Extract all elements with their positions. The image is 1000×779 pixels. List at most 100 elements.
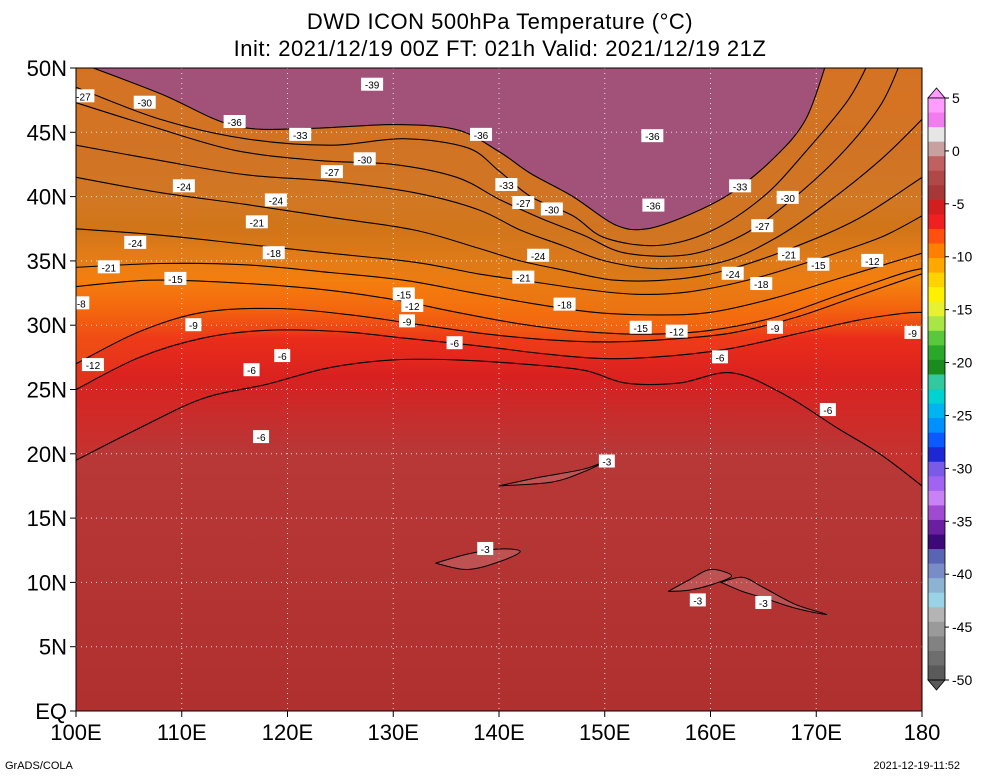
- lon-tick-label: 160E: [685, 720, 736, 745]
- colorbar-band: [928, 330, 945, 346]
- contour-label: -24: [721, 266, 744, 281]
- map-subtitle: Init: 2021/12/19 00Z FT: 021h Valid: 202…: [233, 36, 767, 61]
- colorbar-band: [928, 389, 945, 405]
- colorbar-band: [928, 403, 945, 419]
- contour-label: -9: [185, 318, 202, 332]
- svg-text:-24: -24: [128, 239, 143, 250]
- svg-text:-36: -36: [474, 131, 489, 142]
- isotherm-contour-minus3: [435, 548, 521, 571]
- contour-label: -12: [401, 298, 424, 313]
- svg-text:-12: -12: [405, 302, 420, 313]
- contour-label: -3: [689, 593, 706, 607]
- colorbar-band: [928, 549, 945, 565]
- colorbar-frame: [927, 97, 946, 681]
- colorbar-tick-label: -45: [952, 619, 972, 635]
- lon-tick-label: 130E: [368, 720, 419, 745]
- svg-text:-33: -33: [293, 131, 308, 142]
- isotherm-line: [76, 119, 922, 270]
- svg-text:-15: -15: [168, 275, 183, 286]
- svg-text:-36: -36: [646, 202, 661, 213]
- svg-text:-6: -6: [257, 433, 266, 444]
- colorbar-band: [928, 141, 945, 157]
- svg-text:-21: -21: [102, 263, 117, 274]
- contour-label: -18: [750, 277, 773, 291]
- colorbar-tick-label: 0: [952, 143, 960, 159]
- svg-text:-6: -6: [247, 366, 256, 377]
- contour-label: -15: [392, 287, 415, 301]
- svg-text:-8: -8: [77, 299, 86, 310]
- colorbar-tick-label: -20: [952, 355, 972, 371]
- colorbar-band: [928, 505, 945, 521]
- isotherm-line: [76, 268, 922, 335]
- svg-text:-21: -21: [250, 218, 265, 229]
- lon-tick-label: 100E: [50, 720, 101, 745]
- colorbar-band: [928, 592, 945, 608]
- isotherm-line: [76, 311, 922, 390]
- colorbar-top-arrow: [927, 87, 946, 99]
- colorbar-band: [928, 447, 945, 463]
- lon-tick-label: 150E: [579, 720, 630, 745]
- contour-label: -6: [819, 403, 836, 417]
- contour-label: -27: [751, 219, 774, 233]
- colorbar-band: [928, 112, 945, 128]
- svg-text:-6: -6: [716, 353, 725, 364]
- contour-label: -27: [76, 89, 95, 103]
- contour-label: -12: [861, 253, 884, 268]
- svg-text:-6: -6: [823, 406, 832, 417]
- lon-tick-label: 180: [904, 720, 941, 745]
- lat-tick-label: 15N: [27, 506, 67, 531]
- colorbar-band: [928, 272, 945, 288]
- contour-label: -36: [641, 129, 664, 143]
- contour-label: -27: [512, 196, 535, 210]
- lat-tick-label: 40N: [27, 185, 67, 210]
- svg-text:-6: -6: [450, 339, 459, 350]
- contour-label: -3: [477, 541, 494, 556]
- colorbar-band: [928, 258, 945, 274]
- colorbar-band: [928, 665, 945, 681]
- colorbar-band: [928, 621, 945, 637]
- colorbar-band: [928, 185, 945, 201]
- colorbar-band: [928, 476, 945, 492]
- contour-label: -6: [243, 363, 260, 377]
- contour-label: -30: [776, 190, 799, 205]
- svg-text:-12: -12: [865, 257, 880, 268]
- svg-text:-3: -3: [602, 458, 611, 469]
- colorbar-tick-label: -50: [952, 672, 972, 688]
- contour-label: -3: [755, 595, 772, 610]
- footer-timestamp: 2021-12-19-11:52: [873, 760, 960, 772]
- colorbar-band: [928, 432, 945, 448]
- contour-label: -6: [446, 336, 463, 350]
- lon-tick-label: 110E: [157, 720, 207, 745]
- svg-text:-21: -21: [782, 250, 797, 261]
- contour-label: -18: [262, 246, 285, 260]
- isotherm-line: [76, 252, 922, 316]
- lon-tick-label: 140E: [473, 720, 524, 745]
- isotherm-line: [76, 358, 922, 487]
- contour-label: -15: [807, 257, 830, 272]
- contour-label: -9: [767, 320, 784, 335]
- contour-label: -33: [495, 178, 518, 192]
- contour-label: -6: [253, 430, 270, 444]
- svg-text:-21: -21: [516, 274, 531, 285]
- contour-label: -18: [553, 297, 576, 312]
- contour-label: -21: [97, 260, 120, 274]
- colorbar-tick-label: -25: [952, 407, 972, 423]
- contour-label: -9: [904, 325, 921, 340]
- svg-text:-24: -24: [269, 196, 284, 207]
- contour-label: -30: [540, 202, 563, 216]
- colorbar-band: [928, 534, 945, 550]
- colorbar-band: [928, 359, 945, 375]
- colorbar-band: [928, 345, 945, 361]
- contour-label: -21: [777, 247, 800, 261]
- svg-text:-15: -15: [397, 290, 412, 301]
- svg-text:-33: -33: [733, 182, 748, 193]
- lat-tick-label: 10N: [27, 570, 67, 595]
- colorbar-band: [928, 243, 945, 259]
- contour-label: -6: [274, 349, 291, 363]
- svg-text:-3: -3: [481, 545, 490, 556]
- contour-label: -12: [81, 358, 104, 372]
- lat-tick-label: 5N: [39, 635, 67, 660]
- svg-text:-18: -18: [754, 280, 769, 291]
- lat-tick-label: 35N: [27, 249, 67, 274]
- contour-label: -15: [629, 320, 652, 335]
